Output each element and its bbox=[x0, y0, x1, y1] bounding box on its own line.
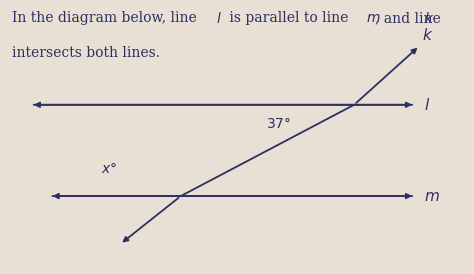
Text: In the diagram below, line: In the diagram below, line bbox=[12, 11, 201, 25]
Text: , and line: , and line bbox=[375, 11, 445, 25]
Text: $m$: $m$ bbox=[424, 189, 440, 204]
Text: $l$: $l$ bbox=[216, 11, 222, 26]
Text: $x°$: $x°$ bbox=[101, 162, 118, 176]
Text: $l$: $l$ bbox=[424, 97, 430, 113]
Text: $k$: $k$ bbox=[422, 27, 433, 43]
Text: intersects both lines.: intersects both lines. bbox=[12, 46, 160, 60]
Text: $k$: $k$ bbox=[424, 11, 435, 26]
Text: $m$: $m$ bbox=[366, 11, 380, 25]
Text: is parallel to line: is parallel to line bbox=[225, 11, 353, 25]
Text: $37°$: $37°$ bbox=[265, 117, 291, 131]
